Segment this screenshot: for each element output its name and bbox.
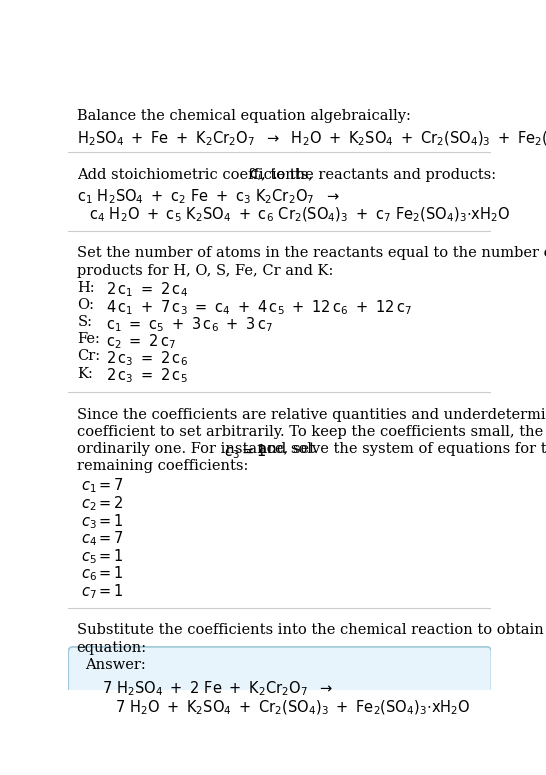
Text: $c_3 = 1$: $c_3 = 1$: [223, 442, 266, 461]
Text: Fe:: Fe:: [78, 332, 100, 346]
Text: Since the coefficients are relative quantities and underdetermined, choose a: Since the coefficients are relative quan…: [76, 408, 546, 422]
FancyBboxPatch shape: [68, 647, 491, 741]
Text: $c_4 = 7$: $c_4 = 7$: [81, 529, 124, 548]
Text: $\rm{c_2\ =\ 2\,c_7}$: $\rm{c_2\ =\ 2\,c_7}$: [106, 332, 176, 351]
Text: O:: O:: [78, 298, 94, 312]
Text: K:: K:: [78, 367, 93, 381]
Text: Cr:: Cr:: [78, 350, 100, 363]
Text: Set the number of atoms in the reactants equal to the number of atoms in the: Set the number of atoms in the reactants…: [76, 246, 546, 260]
Text: $\rm{7\ H_2O\ +\ K_2SO_4\ +\ Cr_2(SO_4)_3\ +\ Fe_2(SO_4)_3{\cdot}xH_2O}$: $\rm{7\ H_2O\ +\ K_2SO_4\ +\ Cr_2(SO_4)_…: [115, 699, 471, 717]
Text: $\rm{2\,c_1\ =\ 2\,c_4}$: $\rm{2\,c_1\ =\ 2\,c_4}$: [106, 281, 188, 299]
Text: equation:: equation:: [76, 640, 147, 655]
Text: products for H, O, S, Fe, Cr and K:: products for H, O, S, Fe, Cr and K:: [76, 264, 333, 277]
Text: remaining coefficients:: remaining coefficients:: [76, 460, 248, 474]
Text: and solve the system of equations for the: and solve the system of equations for th…: [254, 442, 546, 456]
Text: $c_7 = 1$: $c_7 = 1$: [81, 582, 124, 601]
Text: $c_1 = 7$: $c_1 = 7$: [81, 477, 124, 495]
Text: $c_3 = 1$: $c_3 = 1$: [81, 512, 124, 531]
Text: $\rm{7\ H_2SO_4\ +\ 2\ Fe\ +\ K_2Cr_2O_7\ \ \rightarrow}$: $\rm{7\ H_2SO_4\ +\ 2\ Fe\ +\ K_2Cr_2O_7…: [102, 680, 333, 698]
Text: , to the reactants and products:: , to the reactants and products:: [261, 167, 496, 181]
Text: $c_2 = 2$: $c_2 = 2$: [81, 494, 124, 513]
Text: $c_i$: $c_i$: [248, 167, 262, 183]
Text: $\rm{2\,c_3\ =\ 2\,c_5}$: $\rm{2\,c_3\ =\ 2\,c_5}$: [106, 367, 188, 385]
Text: Add stoichiometric coefficients,: Add stoichiometric coefficients,: [76, 167, 317, 181]
Text: Answer:: Answer:: [85, 658, 146, 672]
Text: $\rm{c_4\ H_2O\ +\ c_5\ K_2SO_4\ +\ c_6\ Cr_2(SO_4)_3\ +\ c_7\ Fe_2(SO_4)_3{\cdo: $\rm{c_4\ H_2O\ +\ c_5\ K_2SO_4\ +\ c_6\…: [90, 205, 511, 224]
Text: Substitute the coefficients into the chemical reaction to obtain the balanced: Substitute the coefficients into the che…: [76, 623, 546, 637]
Text: H:: H:: [78, 281, 95, 294]
Text: $\rm{4\,c_1\ +\ 7\,c_3\ =\ c_4\ +\ 4\,c_5\ +\ 12\,c_6\ +\ 12\,c_7}$: $\rm{4\,c_1\ +\ 7\,c_3\ =\ c_4\ +\ 4\,c_…: [106, 298, 412, 317]
Text: $\rm{H_2SO_4\ +\ Fe\ +\ K_2Cr_2O_7\ \ \rightarrow\ \ H_2O\ +\ K_2SO_4\ +\ Cr_2(S: $\rm{H_2SO_4\ +\ Fe\ +\ K_2Cr_2O_7\ \ \r…: [76, 129, 546, 148]
Text: $\rm{c_1\ H_2SO_4\ +\ c_2\ Fe\ +\ c_3\ K_2Cr_2O_7\ \ \rightarrow}$: $\rm{c_1\ H_2SO_4\ +\ c_2\ Fe\ +\ c_3\ K…: [76, 188, 340, 206]
Text: $c_6 = 1$: $c_6 = 1$: [81, 565, 124, 584]
Text: $\rm{c_1\ =\ c_5\ +\ 3\,c_6\ +\ 3\,c_7}$: $\rm{c_1\ =\ c_5\ +\ 3\,c_6\ +\ 3\,c_7}$: [106, 315, 274, 334]
Text: ordinarily one. For instance, set: ordinarily one. For instance, set: [76, 442, 319, 456]
Text: coefficient to set arbitrarily. To keep the coefficients small, the arbitrary va: coefficient to set arbitrarily. To keep …: [76, 425, 546, 439]
Text: S:: S:: [78, 315, 93, 329]
Text: Balance the chemical equation algebraically:: Balance the chemical equation algebraica…: [76, 109, 411, 122]
Text: $\rm{2\,c_3\ =\ 2\,c_6}$: $\rm{2\,c_3\ =\ 2\,c_6}$: [106, 350, 188, 368]
Text: $c_5 = 1$: $c_5 = 1$: [81, 547, 124, 566]
